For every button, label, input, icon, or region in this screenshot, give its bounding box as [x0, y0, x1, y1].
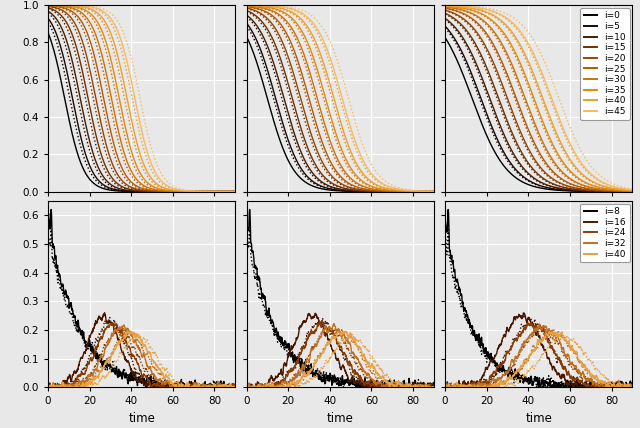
X-axis label: time: time: [525, 412, 552, 425]
X-axis label: time: time: [128, 412, 155, 425]
X-axis label: time: time: [327, 412, 353, 425]
Legend: i=8, i=16, i=24, i=32, i=40: i=8, i=16, i=24, i=32, i=40: [580, 204, 630, 262]
Legend: i=0, i=5, i=10, i=15, i=20, i=25, i=30, i=35, i=40, i=45: i=0, i=5, i=10, i=15, i=20, i=25, i=30, …: [580, 8, 630, 120]
